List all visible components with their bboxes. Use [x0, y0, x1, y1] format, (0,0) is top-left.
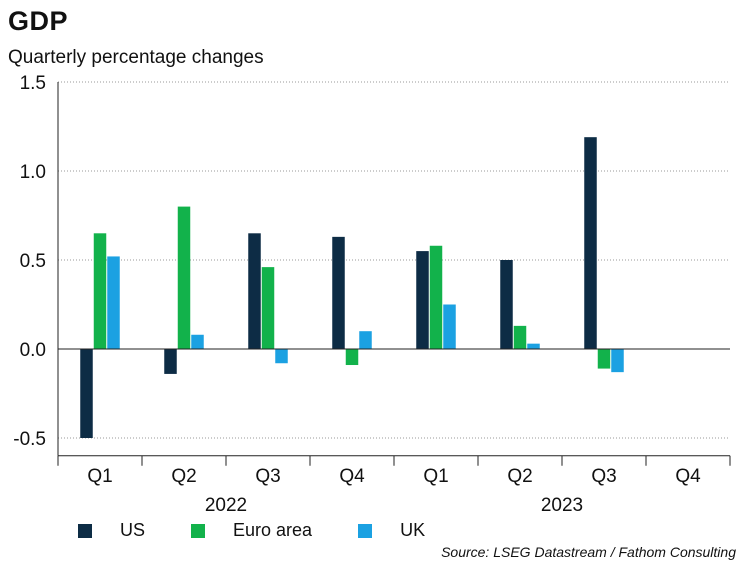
legend-label-uk: UK: [400, 520, 426, 540]
y-tick-label: -0.5: [13, 429, 46, 450]
bar-us: [164, 349, 177, 374]
x-tick-label: Q2: [171, 466, 196, 487]
legend-swatch-euro-area: [191, 523, 206, 538]
chart-subtitle: Quarterly percentage changes: [8, 47, 264, 68]
legend-label-euro-area: Euro area: [233, 520, 313, 540]
bar-us: [80, 349, 93, 438]
legend-label-us: US: [120, 520, 146, 540]
bar-euro-area: [597, 349, 611, 369]
chart-title: GDP: [8, 6, 69, 36]
x-tick-label: Q4: [339, 466, 365, 487]
legend-item-euro-area: Euro area: [191, 520, 312, 541]
x-tick-label: Q3: [255, 466, 280, 487]
x-year-label: 2022: [205, 495, 247, 516]
x-year-label: 2023: [541, 495, 583, 516]
bar-us: [584, 137, 597, 349]
legend: US Euro area UK: [78, 520, 471, 541]
bar-us: [332, 236, 345, 349]
x-tick-label: Q1: [423, 466, 448, 487]
bar-euro-area: [513, 325, 527, 349]
bar-us: [416, 251, 429, 349]
bar-uk: [611, 349, 624, 373]
legend-swatch-uk: [358, 523, 373, 538]
bar-uk: [527, 343, 540, 349]
bar-euro-area: [261, 267, 275, 349]
y-tick-label: 0.0: [20, 340, 46, 361]
bar-uk: [359, 331, 372, 349]
x-tick-label: Q1: [87, 466, 112, 487]
bar-uk: [191, 334, 204, 349]
legend-item-us: US: [78, 520, 145, 541]
source-note: Source: LSEG Datastream / Fathom Consult…: [441, 544, 736, 560]
x-tick-label: Q3: [591, 466, 616, 487]
x-tick-label: Q4: [675, 466, 701, 487]
bar-uk: [443, 304, 456, 349]
bar-us: [500, 260, 513, 349]
y-tick-label: 1.0: [20, 162, 46, 183]
y-tick-label: 1.5: [20, 73, 46, 94]
bar-us: [248, 233, 261, 349]
legend-item-uk: UK: [358, 520, 425, 541]
bar-uk: [107, 256, 120, 349]
bar-euro-area: [177, 206, 191, 349]
bar-uk: [275, 349, 288, 364]
x-tick-label: Q2: [507, 466, 532, 487]
bar-euro-area: [93, 233, 107, 349]
legend-swatch-us: [78, 523, 92, 538]
y-tick-label: 0.5: [20, 251, 46, 272]
bar-euro-area: [345, 349, 359, 366]
bar-euro-area: [429, 245, 443, 349]
